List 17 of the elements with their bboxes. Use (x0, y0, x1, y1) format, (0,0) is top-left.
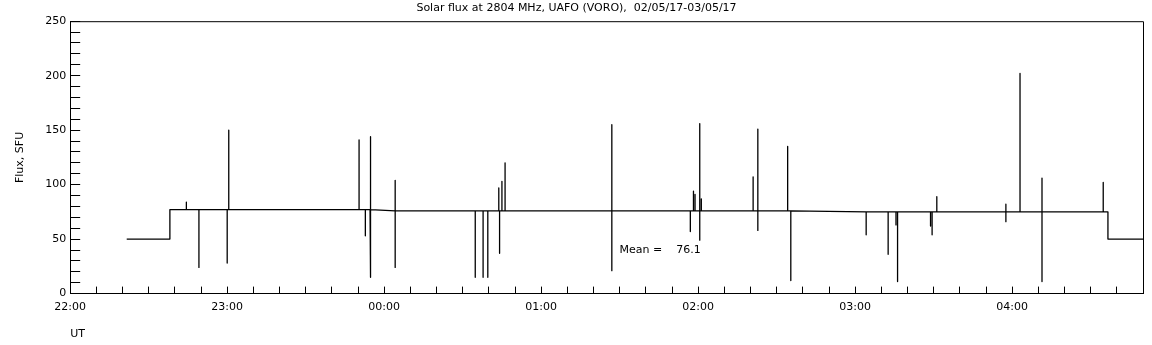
x-tick-label: 02:00 (682, 300, 715, 314)
y-axis-title: Flux, SFU (13, 131, 27, 184)
y-tick-label: 100 (45, 177, 67, 191)
x-tick-label: 23:00 (211, 300, 244, 314)
x-tick-label: 03:00 (839, 300, 872, 314)
y-tick-label: 200 (45, 68, 67, 82)
x-tick-label: 01:00 (525, 300, 558, 314)
x-axis-title: UT (70, 327, 86, 341)
annotation: Mean = 76.1 (619, 242, 701, 256)
y-tick-label: 250 (45, 14, 67, 28)
y-tick-label: 0 (59, 286, 67, 300)
y-tick-label: 50 (52, 231, 67, 245)
x-tick-label: 00:00 (368, 300, 401, 314)
x-tick-label: 04:00 (996, 300, 1029, 314)
x-tick-label: 22:00 (54, 300, 87, 314)
chart-title: Solar flux at 2804 MHz, UAFO (VORO), 02/05/17-03/05/17 (416, 1, 737, 15)
y-tick-label: 150 (45, 123, 67, 137)
